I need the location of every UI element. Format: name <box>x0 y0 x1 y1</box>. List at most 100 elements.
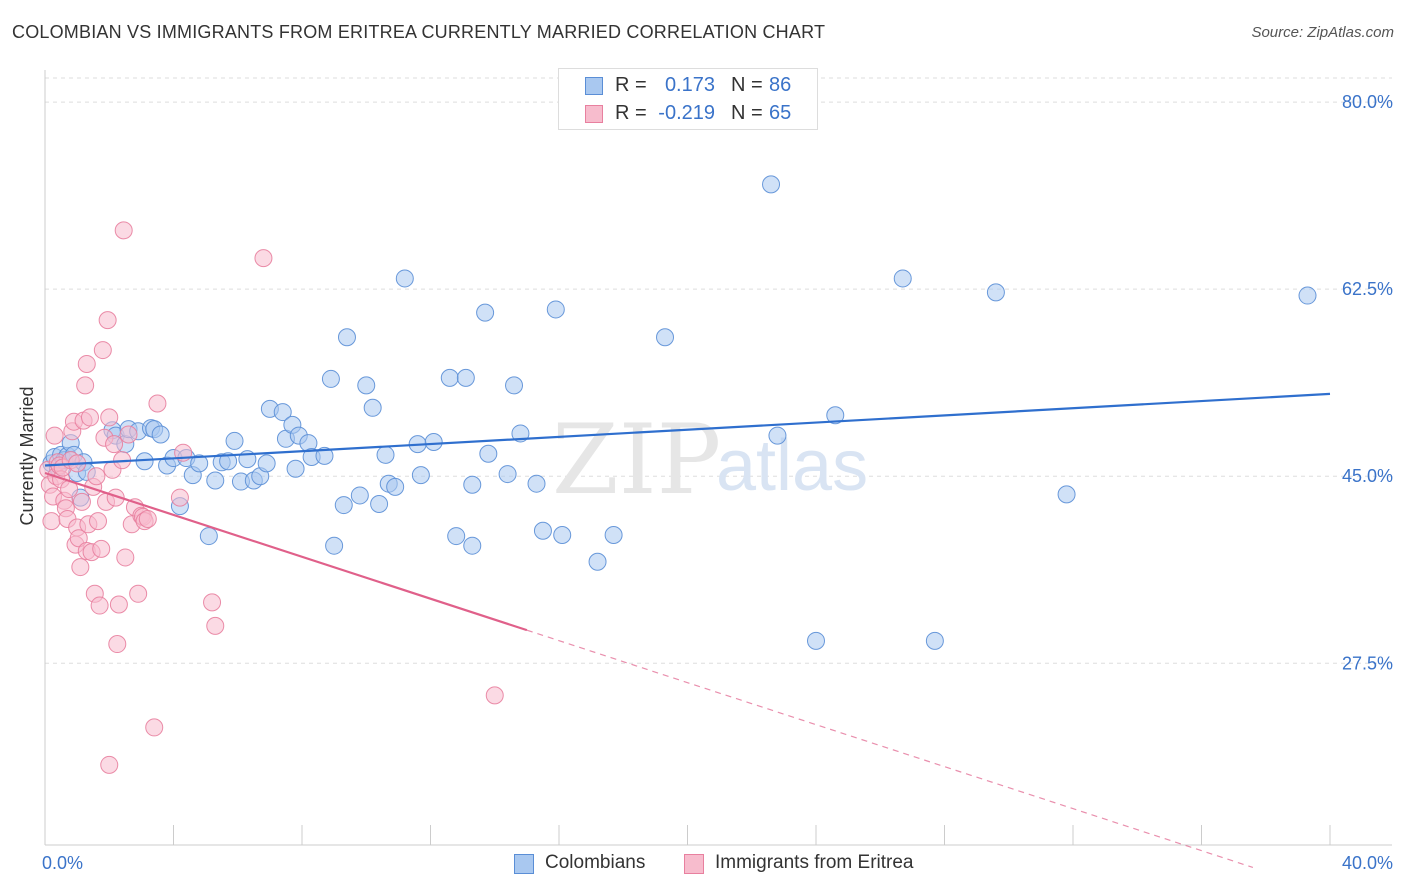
colombian-point <box>826 406 845 425</box>
colombian-point <box>199 527 218 546</box>
colombian-point <box>604 526 623 544</box>
colombian-point <box>505 376 524 395</box>
eritrea-point <box>100 408 119 427</box>
colombian-point <box>498 465 517 484</box>
series-legend: Colombians Immigrants from Eritrea <box>0 850 1406 878</box>
colombian-point <box>456 368 475 387</box>
colombian-point <box>257 454 276 473</box>
eritrea-trend-line <box>44 471 528 632</box>
eritrea-point <box>98 311 117 330</box>
y-tick-label: 45.0% <box>1342 466 1393 486</box>
colombian-point <box>447 527 466 546</box>
y-tick-label: 27.5% <box>1342 653 1393 673</box>
colombian-point <box>893 269 912 288</box>
r-label: R = <box>615 102 647 124</box>
eritrea-point <box>138 509 157 528</box>
colombian-point <box>807 631 825 650</box>
colombian-point <box>273 403 292 422</box>
gridlines <box>45 77 1392 664</box>
y-axis-title: Currently Married <box>17 386 37 525</box>
eritrea-point <box>148 394 167 413</box>
colombian-point <box>1298 286 1317 305</box>
y-tick-label: 80.0% <box>1342 92 1393 112</box>
eritrea-point <box>254 249 273 268</box>
eritrea-point <box>145 718 164 737</box>
colombians-swatch <box>514 854 534 874</box>
eritrea-point <box>108 635 127 654</box>
eritrea-point <box>77 354 96 373</box>
stats-row-colombians: R = 0.173 N = 86 <box>559 72 819 100</box>
r-value: 0.173 <box>664 74 715 96</box>
data-points <box>39 175 1317 774</box>
colombian-point <box>334 496 353 515</box>
eritrea-trend-extension <box>526 629 1254 869</box>
colombian-point <box>553 526 572 544</box>
colombian-point <box>395 269 414 288</box>
x-tick-label: 0.0% <box>42 853 83 873</box>
colombian-point <box>424 433 443 451</box>
eritrea-point <box>116 548 135 567</box>
colombian-point <box>411 466 430 485</box>
stats-row-eritrea: R = -0.219 N = 65 <box>559 100 819 128</box>
colombian-point <box>656 328 675 347</box>
watermark-atlas: atlas <box>716 426 868 506</box>
x-tick-label: 40.0% <box>1342 853 1393 873</box>
colombian-point <box>321 369 340 388</box>
r-value: -0.219 <box>658 102 715 124</box>
colombian-point <box>151 425 170 444</box>
colombian-point <box>206 471 225 490</box>
colombians-trend-line <box>44 392 1331 467</box>
source-credit: Source: ZipAtlas.com <box>1251 24 1394 41</box>
colombian-point <box>527 474 546 493</box>
eritrea-point <box>109 595 128 614</box>
eritrea-point <box>105 435 124 454</box>
y-tick-label: 62.5% <box>1342 279 1393 299</box>
eritrea-point <box>93 341 112 360</box>
colombian-point <box>986 283 1005 302</box>
colombian-point <box>479 444 498 463</box>
colombian-point <box>370 495 389 513</box>
eritrea-point <box>170 488 189 507</box>
n-value: 65 <box>769 102 792 124</box>
eritrea-point <box>72 492 91 511</box>
r-label: R = <box>615 74 647 96</box>
n-value: 86 <box>769 74 792 96</box>
colombian-point <box>588 552 607 571</box>
colombian-point <box>190 454 209 473</box>
chart-title: COLOMBIAN VS IMMIGRANTS FROM ERITREA CUR… <box>12 22 826 42</box>
eritrea-point <box>203 593 222 612</box>
colombian-point <box>546 300 565 319</box>
colombian-point <box>350 486 369 505</box>
eritrea-point <box>42 512 61 531</box>
colombian-point <box>376 445 395 464</box>
eritrea-swatch <box>684 854 704 874</box>
eritrea-point <box>76 376 95 395</box>
colombian-point <box>357 376 376 395</box>
colombian-point <box>768 426 787 445</box>
eritrea-point <box>129 584 148 603</box>
n-label: N = <box>731 102 763 124</box>
n-label: N = <box>731 74 763 96</box>
colombian-point <box>925 631 944 650</box>
colombians-swatch <box>585 77 603 95</box>
colombian-point <box>463 475 482 494</box>
eritrea-point <box>114 221 133 240</box>
eritrea-swatch <box>585 105 603 123</box>
legend-label: Colombians <box>545 852 646 873</box>
colombian-point <box>286 459 305 478</box>
trend-lines <box>44 392 1331 869</box>
legend-label: Immigrants from Eritrea <box>715 852 914 873</box>
colombian-point <box>325 536 344 555</box>
colombian-point <box>386 477 405 496</box>
tick-labels: 80.0% 62.5% 45.0% 27.5% 0.0% 40.0% <box>42 92 1393 873</box>
colombian-point <box>440 368 459 387</box>
eritrea-point <box>92 539 111 558</box>
eritrea-point <box>206 616 225 635</box>
eritrea-point <box>106 488 125 507</box>
eritrea-point <box>69 529 88 548</box>
eritrea-point <box>87 467 106 486</box>
eritrea-point <box>119 425 138 444</box>
eritrea-point <box>100 755 119 774</box>
eritrea-point <box>90 596 109 615</box>
